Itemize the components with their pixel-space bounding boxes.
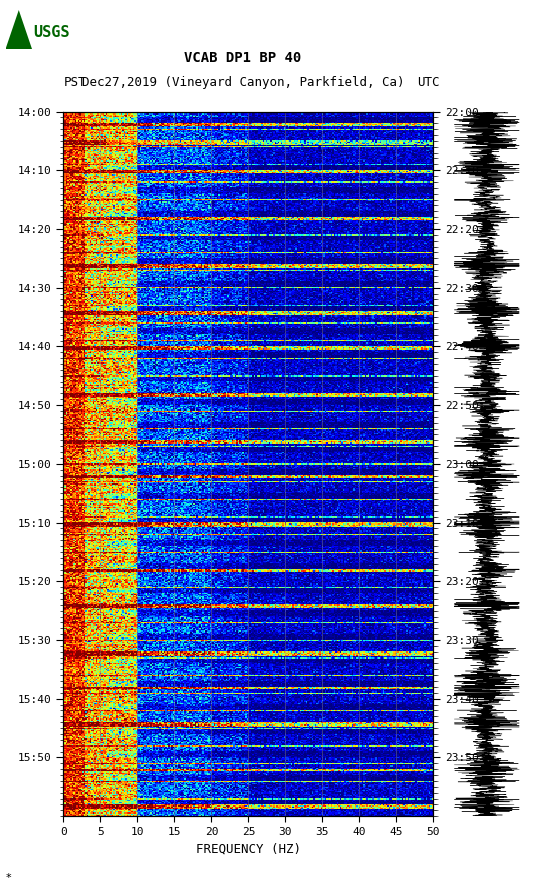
Text: PST: PST (63, 76, 86, 88)
Text: USGS: USGS (33, 25, 70, 40)
X-axis label: FREQUENCY (HZ): FREQUENCY (HZ) (196, 842, 301, 855)
Text: UTC: UTC (417, 76, 439, 88)
Text: *: * (6, 873, 11, 883)
Polygon shape (6, 10, 32, 49)
Text: Dec27,2019 (Vineyard Canyon, Parkfield, Ca): Dec27,2019 (Vineyard Canyon, Parkfield, … (82, 76, 404, 88)
Text: VCAB DP1 BP 40: VCAB DP1 BP 40 (184, 51, 301, 65)
